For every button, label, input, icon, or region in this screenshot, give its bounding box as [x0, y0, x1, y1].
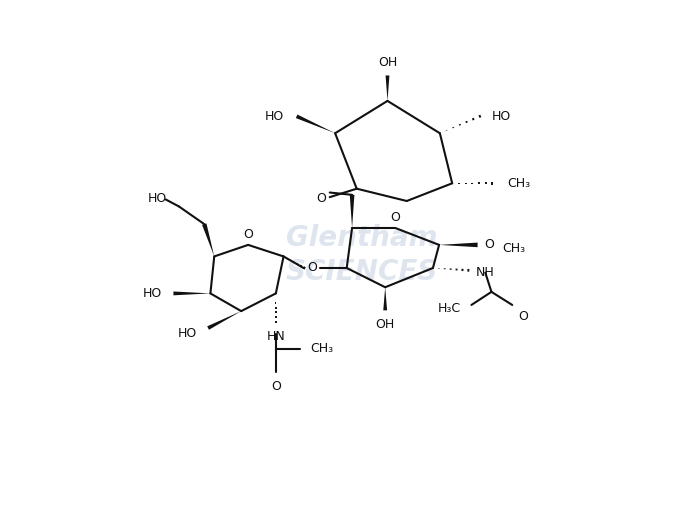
- Text: NH: NH: [475, 266, 494, 279]
- Text: CH₃: CH₃: [503, 242, 525, 255]
- Text: CH₃: CH₃: [310, 342, 333, 355]
- Text: HN: HN: [267, 330, 285, 343]
- Polygon shape: [350, 195, 354, 228]
- Polygon shape: [296, 114, 335, 133]
- Text: O: O: [271, 380, 280, 393]
- Text: HO: HO: [265, 110, 285, 123]
- Text: O: O: [390, 211, 400, 224]
- Text: OH: OH: [376, 318, 395, 331]
- Text: H₃C: H₃C: [438, 302, 461, 315]
- Text: O: O: [519, 309, 528, 322]
- Text: O: O: [243, 228, 253, 241]
- Text: O: O: [484, 238, 494, 251]
- Text: Glentham
SCIENCES: Glentham SCIENCES: [286, 224, 438, 286]
- Text: HO: HO: [492, 110, 512, 123]
- Polygon shape: [439, 242, 477, 247]
- Text: O: O: [307, 262, 317, 275]
- Text: HO: HO: [143, 287, 162, 300]
- Text: HO: HO: [177, 327, 196, 340]
- Text: OH: OH: [378, 56, 397, 69]
- Text: O: O: [317, 192, 326, 205]
- Polygon shape: [383, 287, 387, 310]
- Polygon shape: [173, 292, 210, 295]
- Polygon shape: [386, 75, 390, 101]
- Polygon shape: [202, 224, 214, 256]
- Text: HO: HO: [148, 192, 167, 205]
- Text: CH₃: CH₃: [507, 177, 530, 190]
- Polygon shape: [207, 311, 242, 330]
